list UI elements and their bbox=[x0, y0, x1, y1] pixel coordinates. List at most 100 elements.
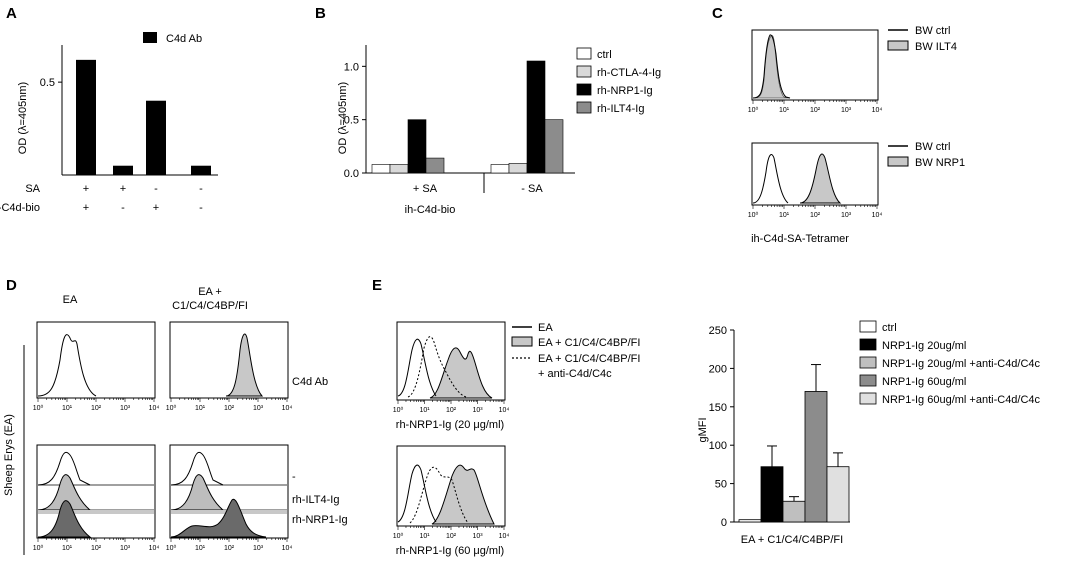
panel-b-category-plus-sa: + SA bbox=[413, 183, 438, 195]
panel-d-col-ea-plus: EA + bbox=[198, 286, 222, 298]
panel-e-60-tick-label: 10² bbox=[446, 533, 457, 540]
panel-c-top-hist-ctrl bbox=[752, 34, 791, 99]
panel-b-category-minus-sa: - SA bbox=[521, 183, 543, 195]
panel-b-xlabel: ih-C4d-bio bbox=[405, 204, 456, 216]
panel-d-row-c4d-ab: C4d Ab bbox=[292, 376, 328, 388]
panel-e-legend-ea: EA bbox=[538, 322, 553, 334]
panel-a-sign: + bbox=[153, 202, 159, 214]
panel-e-bar bbox=[782, 500, 806, 523]
panel-b-bar bbox=[544, 119, 564, 174]
panel-e-bar-ytick-label: 250 bbox=[709, 325, 727, 337]
panel-d-comp-top-tick-label: 10² bbox=[224, 405, 235, 412]
panel-c-top-tick-label: 10³ bbox=[841, 107, 852, 114]
panel-b-bar bbox=[371, 164, 391, 174]
panel-b-ytick-label: 0.0 bbox=[344, 168, 359, 180]
panel-b-legend-swatch bbox=[576, 101, 592, 114]
panel-d-hist-comp-ilt4 bbox=[170, 474, 225, 511]
panel-e-60-tick-label: 10⁴ bbox=[499, 533, 510, 540]
panel-d-hist-ea-ilt4 bbox=[37, 474, 92, 511]
panel-c-bottom-tick-label: 10¹ bbox=[779, 212, 790, 219]
panel-e-bar-ytick-label: 0 bbox=[721, 517, 727, 529]
panel-e-bar-legend-swatch bbox=[859, 320, 877, 333]
panel-e-hist-20-comp bbox=[429, 347, 493, 399]
panel-a-sign: - bbox=[199, 202, 203, 214]
panel-e-legend-anti-2: + anti-C4d/C4c bbox=[538, 368, 612, 380]
panel-c-top-hist-ilt4 bbox=[752, 35, 791, 99]
panel-e-60-tick-label: 10³ bbox=[472, 533, 483, 540]
panel-e-bar-xlabel: EA + C1/C4/C4BP/FI bbox=[741, 534, 843, 546]
panel-d-comp-bottom-tick-label: 10⁴ bbox=[282, 545, 293, 552]
panel-d-hist-comp-minus bbox=[170, 451, 224, 486]
panel-b-bar bbox=[407, 119, 427, 174]
panel-b-legend-label: rh-NRP1-Ig bbox=[597, 85, 653, 97]
panel-e-bar bbox=[804, 391, 828, 523]
panel-e-bar-ytick-label: 50 bbox=[715, 479, 727, 491]
panel-e-60-tick-label: 10¹ bbox=[419, 533, 430, 540]
panel-d-hist-comp-c4d bbox=[225, 333, 264, 397]
panel-b-bar bbox=[490, 164, 510, 174]
panel-c-top-legend-ilt4: BW ILT4 bbox=[915, 41, 957, 53]
panel-c-xlabel: ih-C4d-SA-Tetramer bbox=[751, 233, 849, 245]
panel-b-legend-swatch bbox=[576, 83, 592, 96]
panel-d-ea-bottom-tick-label: 10² bbox=[91, 545, 102, 552]
panel-letter-d: D bbox=[6, 277, 17, 294]
panel-b-ytick-label: 0.5 bbox=[344, 115, 359, 127]
panel-e-bar-legend-swatch bbox=[859, 356, 877, 369]
panel-e-bar-legend-swatch bbox=[859, 392, 877, 405]
panel-d-histograms: Sheep Erys (EA) EA EA + C1/C4/C4BP/FI C4… bbox=[3, 286, 348, 555]
panel-e-bar bbox=[738, 519, 762, 523]
panel-e-bar-legend-swatch bbox=[859, 338, 877, 351]
panel-e-hist-20-anti bbox=[407, 336, 467, 398]
panel-a-row-label-sa: SA bbox=[25, 183, 40, 195]
panel-d-comp-top-ticks: 10⁰ 10¹ 10² 10³ 10⁴ bbox=[166, 398, 293, 412]
panel-b-legend-label: rh-CTLA-4-Ig bbox=[597, 67, 661, 79]
panel-a-bar bbox=[146, 100, 166, 175]
panel-a-sign: - bbox=[121, 202, 125, 214]
panel-d-comp-top-tick-label: 10⁰ bbox=[166, 404, 177, 412]
panel-a-legend-label: C4d Ab bbox=[166, 33, 202, 45]
panel-d-frame-ea-c4d bbox=[36, 321, 156, 399]
panel-d-ea-top-tick-label: 10³ bbox=[120, 405, 131, 412]
panel-e-60-tick-label: 10⁰ bbox=[393, 532, 404, 540]
panel-d-hist-ea-minus bbox=[37, 451, 91, 486]
panel-c-bottom-tick-label: 10³ bbox=[841, 212, 852, 219]
panel-e-bar-legend-label: NRP1-Ig 20ug/ml +anti-C4d/C4c bbox=[882, 358, 1041, 370]
panel-c-top-legend-ilt4-swatch bbox=[887, 40, 909, 51]
panel-a-bar bbox=[191, 165, 211, 175]
panel-a-bar bbox=[113, 165, 133, 175]
panel-c-histograms: 10⁰ 10¹ 10² 10³ 10⁴ BW ctrl BW ILT4 10⁰ 10¹ 10… bbox=[748, 25, 965, 245]
panel-e-bar-ytick-label: 200 bbox=[709, 363, 727, 375]
panel-d-col-complement: C1/C4/C4BP/FI bbox=[172, 300, 248, 312]
panel-e-bar-legend-label: NRP1-Ig 60ug/ml +anti-C4d/C4c bbox=[882, 394, 1041, 406]
panel-e-20-tick-label: 10⁰ bbox=[393, 406, 404, 414]
panel-b-legend-label: rh-ILT4-Ig bbox=[597, 103, 644, 115]
panel-letter-b: B bbox=[315, 5, 326, 22]
panel-e-legend-comp-swatch bbox=[511, 336, 533, 347]
panel-d-hist-ea-nrp1 bbox=[37, 500, 92, 538]
panel-a-row-label-c4d: ih-C4d-bio bbox=[0, 202, 40, 214]
panel-d-frame-ea-ig bbox=[36, 444, 156, 539]
panel-b-bar bbox=[526, 60, 546, 174]
panel-a-sign: - bbox=[154, 183, 158, 195]
panel-d-ea-bottom-tick-label: 10³ bbox=[120, 545, 131, 552]
panel-e-20-tick-label: 10² bbox=[446, 407, 457, 414]
panel-d-ea-top-tick-label: 10⁰ bbox=[33, 404, 44, 412]
panel-c-bottom-hist-ctrl bbox=[752, 154, 789, 204]
panel-a-sign: + bbox=[120, 183, 126, 195]
panel-b-ytick-label: 1.0 bbox=[344, 61, 359, 73]
panel-e-legend-anti-1: EA + C1/C4/C4BP/FI bbox=[538, 353, 640, 365]
panel-d-row-nrp1: rh-NRP1-Ig bbox=[292, 514, 348, 526]
panel-c-top-tick-label: 10⁰ bbox=[748, 106, 759, 114]
panel-d-ea-bottom-tick-label: 10⁰ bbox=[33, 544, 44, 552]
panel-c-bottom-legend-nrp1: BW NRP1 bbox=[915, 157, 965, 169]
panel-b-legend-swatch bbox=[576, 47, 592, 60]
panel-d-col-ea: EA bbox=[63, 294, 78, 306]
panel-c-bottom-legend-ctrl: BW ctrl bbox=[915, 141, 950, 153]
panel-e-xlabel-20: rh-NRP1-Ig (20 μg/ml) bbox=[396, 419, 504, 431]
panel-e-bar-legend-label: NRP1-Ig 60ug/ml bbox=[882, 376, 966, 388]
panel-c-top-tick-label: 10¹ bbox=[779, 107, 790, 114]
panel-b-bar bbox=[425, 157, 445, 174]
panel-d-comp-top-tick-label: 10⁴ bbox=[282, 405, 293, 412]
panel-c-bottom-tick-label: 10² bbox=[810, 212, 821, 219]
